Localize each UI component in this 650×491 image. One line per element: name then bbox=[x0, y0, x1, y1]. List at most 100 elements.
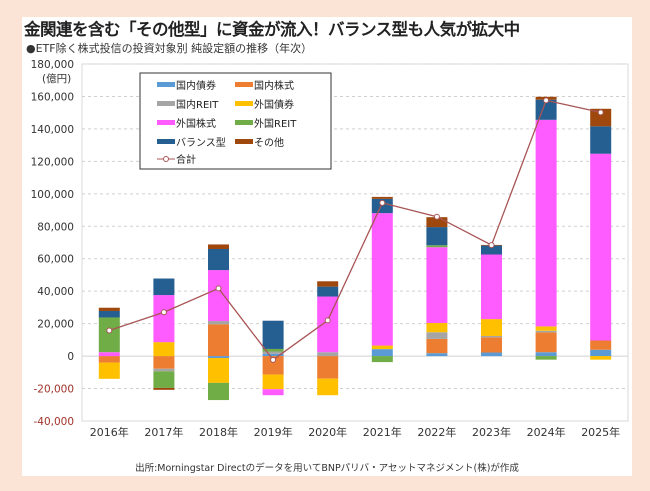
legend-label: 国内株式 bbox=[254, 79, 294, 92]
bar-segment-4 bbox=[208, 358, 229, 383]
source-note: 出所:Morningstar Directのデータを用いてBNPパリバ・アセット… bbox=[135, 463, 519, 474]
legend-swatch bbox=[157, 139, 175, 144]
bar-segment-5 bbox=[426, 247, 448, 323]
total-point bbox=[488, 242, 495, 249]
bar-segment-5 bbox=[590, 153, 612, 341]
bar-segment-8 bbox=[426, 217, 448, 228]
y-tick-label: 40,000 bbox=[37, 286, 74, 298]
bar-segment-4 bbox=[590, 356, 612, 360]
bar-segment-1 bbox=[371, 349, 393, 357]
bar-segment-7 bbox=[208, 248, 229, 271]
page-title: 金関連を含む「その他型」に資金が流入！バランス型も人気が拡大中 bbox=[24, 20, 520, 39]
y-tick-label: 0 bbox=[67, 351, 74, 363]
x-tick-label: 2021年 bbox=[363, 425, 402, 439]
x-tick-label: 2025年 bbox=[581, 425, 620, 439]
bar-segment-1 bbox=[481, 352, 502, 357]
bar-segment-5 bbox=[153, 295, 175, 343]
bar-segment-7 bbox=[98, 310, 120, 318]
bar-segment-8 bbox=[98, 307, 120, 311]
y-tick-label: -40,000 bbox=[33, 416, 74, 428]
legend-swatch bbox=[235, 120, 253, 125]
legend-swatch bbox=[235, 82, 253, 87]
bar-segment-1 bbox=[426, 353, 448, 357]
bar-segment-2 bbox=[153, 356, 175, 369]
bar-segment-2 bbox=[426, 338, 448, 354]
legend-label: バランス型 bbox=[176, 136, 226, 149]
legend-label: 国内REIT bbox=[176, 98, 219, 111]
total-point bbox=[324, 317, 331, 324]
bar-segment-7 bbox=[481, 245, 502, 255]
bar-segment-3 bbox=[535, 330, 557, 333]
bar-segment-2 bbox=[98, 356, 120, 363]
total-point bbox=[379, 199, 386, 206]
x-tick-label: 2023年 bbox=[472, 425, 511, 439]
legend-label: 合計 bbox=[176, 153, 196, 166]
bar-segment-5 bbox=[371, 213, 393, 346]
bar-segment-2 bbox=[262, 356, 284, 375]
bar-segment-2 bbox=[535, 332, 557, 353]
bar-segment-4 bbox=[426, 322, 448, 333]
bar-segment-3 bbox=[153, 368, 175, 372]
bar-segment-6 bbox=[98, 317, 120, 353]
bar-segment-5 bbox=[481, 254, 502, 320]
legend-label: 外国株式 bbox=[176, 117, 216, 130]
bar-segment-4 bbox=[371, 345, 393, 350]
total-point bbox=[433, 213, 440, 220]
y-tick-label: 160,000 bbox=[31, 91, 74, 103]
bar-segment-4 bbox=[535, 326, 557, 331]
legend-swatch bbox=[235, 139, 253, 144]
y-tick-label: 60,000 bbox=[37, 254, 74, 266]
bar-segment-3 bbox=[317, 352, 339, 357]
bar-segment-1 bbox=[590, 349, 612, 357]
bar-segment-2 bbox=[317, 356, 339, 379]
legend-swatch bbox=[157, 101, 175, 106]
bar-segment-8 bbox=[317, 281, 339, 287]
legend-swatch bbox=[157, 120, 175, 125]
bar-segment-5 bbox=[98, 352, 120, 357]
y-tick-label: 140,000 bbox=[31, 124, 74, 136]
legend-label: 外国債券 bbox=[254, 98, 294, 111]
bar-segment-7 bbox=[262, 320, 284, 349]
bar-segment-6 bbox=[208, 382, 229, 401]
legend-label: 外国REIT bbox=[254, 118, 297, 130]
x-tick-label: 2020年 bbox=[308, 425, 347, 439]
bar-segment-4 bbox=[153, 342, 175, 357]
x-tick-label: 2017年 bbox=[144, 425, 183, 439]
bar-segment-4 bbox=[98, 362, 120, 379]
bar-segment-3 bbox=[426, 332, 448, 339]
bar-segment-3 bbox=[481, 335, 502, 338]
bar-segment-7 bbox=[426, 227, 448, 246]
bar-segment-2 bbox=[590, 340, 612, 350]
total-point bbox=[106, 327, 113, 334]
bar-segment-2 bbox=[481, 337, 502, 353]
bar-segment-5 bbox=[535, 119, 557, 327]
legend-label: その他 bbox=[254, 136, 284, 149]
total-line bbox=[109, 99, 601, 361]
x-tick-label: 2018年 bbox=[199, 425, 238, 439]
bar-segment-7 bbox=[317, 286, 339, 297]
bar-segment-8 bbox=[590, 108, 612, 127]
bar-segment-6 bbox=[371, 356, 393, 363]
total-point bbox=[543, 97, 550, 104]
bar-segment-8 bbox=[153, 387, 175, 390]
bar-segment-4 bbox=[317, 378, 339, 396]
bar-segment-8 bbox=[371, 196, 393, 199]
chart-subtitle: ●ETF除く株式投信の投資対象別 純設定額の推移（年次） bbox=[26, 42, 313, 55]
bar-segment-4 bbox=[481, 319, 502, 336]
bar-segment-5 bbox=[262, 389, 284, 396]
bar-segment-8 bbox=[208, 244, 229, 249]
legend-line-marker bbox=[163, 156, 169, 162]
bar-segment-3 bbox=[208, 321, 229, 325]
legend-swatch bbox=[235, 101, 253, 106]
bar-segment-6 bbox=[426, 245, 448, 248]
y-tick-label: 80,000 bbox=[37, 221, 74, 233]
x-tick-label: 2024年 bbox=[527, 425, 566, 439]
y-tick-label: 180,000 bbox=[31, 59, 74, 71]
bar-segment-6 bbox=[535, 356, 557, 360]
bar-segment-3 bbox=[262, 351, 284, 354]
bar-segment-7 bbox=[371, 198, 393, 214]
total-point bbox=[270, 356, 277, 363]
bar-segment-4 bbox=[262, 374, 284, 390]
y-tick-label: 20,000 bbox=[37, 319, 74, 331]
x-tick-label: 2019年 bbox=[254, 425, 293, 439]
